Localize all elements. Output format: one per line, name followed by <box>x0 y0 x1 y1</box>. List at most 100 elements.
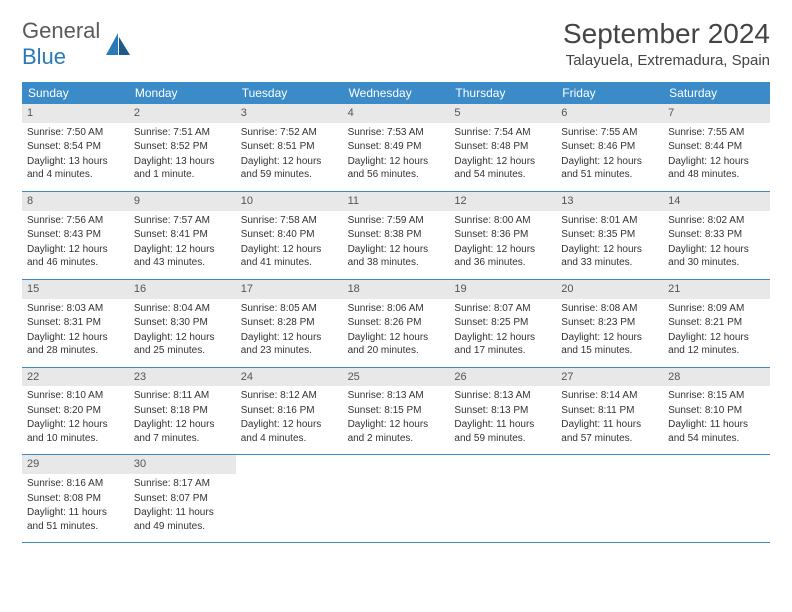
sunrise-line: Sunrise: 8:17 AM <box>134 477 231 491</box>
daylight-line: Daylight: 12 hours and 43 minutes. <box>134 243 231 270</box>
sunset-line: Sunset: 8:25 PM <box>454 316 551 330</box>
calendar-day: 6Sunrise: 7:55 AMSunset: 8:46 PMDaylight… <box>556 104 663 191</box>
sunrise-line: Sunrise: 7:53 AM <box>348 126 445 140</box>
sunrise-line: Sunrise: 7:56 AM <box>27 214 124 228</box>
day-content: Sunrise: 8:13 AMSunset: 8:15 PMDaylight:… <box>343 386 450 454</box>
day-content: Sunrise: 8:17 AMSunset: 8:07 PMDaylight:… <box>129 474 236 542</box>
day-number: 2 <box>129 104 236 123</box>
daylight-line: Daylight: 12 hours and 15 minutes. <box>561 331 658 358</box>
daylight-line: Daylight: 12 hours and 25 minutes. <box>134 331 231 358</box>
day-number: 27 <box>556 368 663 387</box>
sunset-line: Sunset: 8:11 PM <box>561 404 658 418</box>
day-number: 9 <box>129 192 236 211</box>
day-number: 29 <box>22 455 129 474</box>
daylight-line: Daylight: 12 hours and 51 minutes. <box>561 155 658 182</box>
day-content: Sunrise: 8:16 AMSunset: 8:08 PMDaylight:… <box>22 474 129 542</box>
calendar-day: 15Sunrise: 8:03 AMSunset: 8:31 PMDayligh… <box>22 280 129 367</box>
day-number: 13 <box>556 192 663 211</box>
sunrise-line: Sunrise: 8:01 AM <box>561 214 658 228</box>
daylight-line: Daylight: 12 hours and 2 minutes. <box>348 418 445 445</box>
day-number: 7 <box>663 104 770 123</box>
calendar-day: 20Sunrise: 8:08 AMSunset: 8:23 PMDayligh… <box>556 280 663 367</box>
calendar-day: 26Sunrise: 8:13 AMSunset: 8:13 PMDayligh… <box>449 368 556 455</box>
day-content: Sunrise: 7:59 AMSunset: 8:38 PMDaylight:… <box>343 211 450 279</box>
calendar-week: 1Sunrise: 7:50 AMSunset: 8:54 PMDaylight… <box>22 104 770 192</box>
day-number: 25 <box>343 368 450 387</box>
calendar-day: 21Sunrise: 8:09 AMSunset: 8:21 PMDayligh… <box>663 280 770 367</box>
day-number: 18 <box>343 280 450 299</box>
calendar-day: 17Sunrise: 8:05 AMSunset: 8:28 PMDayligh… <box>236 280 343 367</box>
sunrise-line: Sunrise: 7:54 AM <box>454 126 551 140</box>
day-number: 22 <box>22 368 129 387</box>
sunset-line: Sunset: 8:07 PM <box>134 492 231 506</box>
calendar-day <box>663 455 770 542</box>
daylight-line: Daylight: 11 hours and 49 minutes. <box>134 506 231 533</box>
day-content: Sunrise: 8:03 AMSunset: 8:31 PMDaylight:… <box>22 299 129 367</box>
day-content: Sunrise: 8:14 AMSunset: 8:11 PMDaylight:… <box>556 386 663 454</box>
sunset-line: Sunset: 8:46 PM <box>561 140 658 154</box>
calendar-day: 10Sunrise: 7:58 AMSunset: 8:40 PMDayligh… <box>236 192 343 279</box>
calendar: SundayMondayTuesdayWednesdayThursdayFrid… <box>22 82 770 543</box>
sunset-line: Sunset: 8:13 PM <box>454 404 551 418</box>
daylight-line: Daylight: 12 hours and 54 minutes. <box>454 155 551 182</box>
sunset-line: Sunset: 8:20 PM <box>27 404 124 418</box>
day-content: Sunrise: 7:55 AMSunset: 8:44 PMDaylight:… <box>663 123 770 191</box>
calendar-day <box>343 455 450 542</box>
sunrise-line: Sunrise: 8:13 AM <box>454 389 551 403</box>
day-number: 21 <box>663 280 770 299</box>
daylight-line: Daylight: 11 hours and 51 minutes. <box>27 506 124 533</box>
day-number: 6 <box>556 104 663 123</box>
daylight-line: Daylight: 12 hours and 4 minutes. <box>241 418 338 445</box>
daylight-line: Daylight: 13 hours and 1 minute. <box>134 155 231 182</box>
sunset-line: Sunset: 8:31 PM <box>27 316 124 330</box>
day-content: Sunrise: 8:04 AMSunset: 8:30 PMDaylight:… <box>129 299 236 367</box>
calendar-day: 2Sunrise: 7:51 AMSunset: 8:52 PMDaylight… <box>129 104 236 191</box>
sunrise-line: Sunrise: 8:07 AM <box>454 302 551 316</box>
sunrise-line: Sunrise: 8:15 AM <box>668 389 765 403</box>
calendar-day: 9Sunrise: 7:57 AMSunset: 8:41 PMDaylight… <box>129 192 236 279</box>
calendar-week: 29Sunrise: 8:16 AMSunset: 8:08 PMDayligh… <box>22 455 770 543</box>
calendar-day: 16Sunrise: 8:04 AMSunset: 8:30 PMDayligh… <box>129 280 236 367</box>
daylight-line: Daylight: 12 hours and 59 minutes. <box>241 155 338 182</box>
day-content: Sunrise: 8:02 AMSunset: 8:33 PMDaylight:… <box>663 211 770 279</box>
sunrise-line: Sunrise: 8:09 AM <box>668 302 765 316</box>
weekday-label: Sunday <box>22 82 129 104</box>
day-content: Sunrise: 8:15 AMSunset: 8:10 PMDaylight:… <box>663 386 770 454</box>
day-content: Sunrise: 8:13 AMSunset: 8:13 PMDaylight:… <box>449 386 556 454</box>
day-number: 16 <box>129 280 236 299</box>
day-content: Sunrise: 7:54 AMSunset: 8:48 PMDaylight:… <box>449 123 556 191</box>
sunrise-line: Sunrise: 7:50 AM <box>27 126 124 140</box>
sunset-line: Sunset: 8:23 PM <box>561 316 658 330</box>
sunrise-line: Sunrise: 8:10 AM <box>27 389 124 403</box>
day-content: Sunrise: 7:58 AMSunset: 8:40 PMDaylight:… <box>236 211 343 279</box>
daylight-line: Daylight: 11 hours and 54 minutes. <box>668 418 765 445</box>
daylight-line: Daylight: 12 hours and 46 minutes. <box>27 243 124 270</box>
day-content: Sunrise: 7:53 AMSunset: 8:49 PMDaylight:… <box>343 123 450 191</box>
calendar-day: 14Sunrise: 8:02 AMSunset: 8:33 PMDayligh… <box>663 192 770 279</box>
sunset-line: Sunset: 8:18 PM <box>134 404 231 418</box>
calendar-day: 13Sunrise: 8:01 AMSunset: 8:35 PMDayligh… <box>556 192 663 279</box>
calendar-day: 28Sunrise: 8:15 AMSunset: 8:10 PMDayligh… <box>663 368 770 455</box>
day-content: Sunrise: 7:51 AMSunset: 8:52 PMDaylight:… <box>129 123 236 191</box>
sunrise-line: Sunrise: 8:02 AM <box>668 214 765 228</box>
sunset-line: Sunset: 8:52 PM <box>134 140 231 154</box>
daylight-line: Daylight: 12 hours and 23 minutes. <box>241 331 338 358</box>
sunset-line: Sunset: 8:21 PM <box>668 316 765 330</box>
sunset-line: Sunset: 8:10 PM <box>668 404 765 418</box>
day-number: 10 <box>236 192 343 211</box>
calendar-day: 3Sunrise: 7:52 AMSunset: 8:51 PMDaylight… <box>236 104 343 191</box>
sunrise-line: Sunrise: 8:00 AM <box>454 214 551 228</box>
sail-icon <box>104 31 132 57</box>
sunset-line: Sunset: 8:08 PM <box>27 492 124 506</box>
sunset-line: Sunset: 8:40 PM <box>241 228 338 242</box>
logo: General Blue <box>22 18 132 70</box>
calendar-day: 8Sunrise: 7:56 AMSunset: 8:43 PMDaylight… <box>22 192 129 279</box>
day-number: 26 <box>449 368 556 387</box>
daylight-line: Daylight: 12 hours and 7 minutes. <box>134 418 231 445</box>
daylight-line: Daylight: 12 hours and 30 minutes. <box>668 243 765 270</box>
calendar-week: 8Sunrise: 7:56 AMSunset: 8:43 PMDaylight… <box>22 192 770 280</box>
daylight-line: Daylight: 12 hours and 17 minutes. <box>454 331 551 358</box>
sunset-line: Sunset: 8:49 PM <box>348 140 445 154</box>
sunrise-line: Sunrise: 8:05 AM <box>241 302 338 316</box>
calendar-day: 1Sunrise: 7:50 AMSunset: 8:54 PMDaylight… <box>22 104 129 191</box>
